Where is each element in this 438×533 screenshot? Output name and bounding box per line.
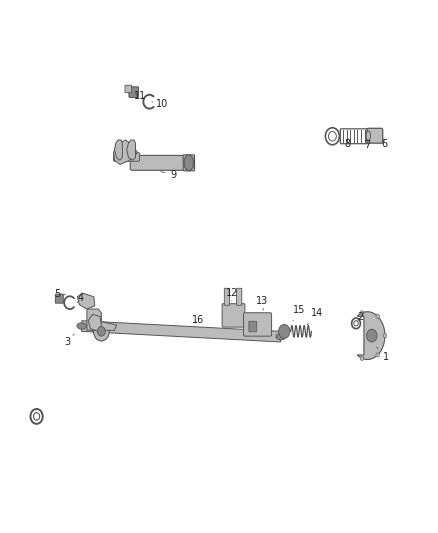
Circle shape: [97, 327, 105, 336]
Ellipse shape: [276, 334, 285, 340]
Text: 8: 8: [344, 139, 350, 149]
Text: 14: 14: [306, 308, 322, 325]
Polygon shape: [88, 314, 101, 332]
Text: 13: 13: [256, 295, 268, 310]
FancyBboxPatch shape: [125, 85, 131, 93]
FancyBboxPatch shape: [243, 313, 271, 336]
FancyBboxPatch shape: [130, 156, 190, 170]
Text: 9: 9: [161, 170, 176, 180]
Text: 7: 7: [364, 140, 370, 150]
Polygon shape: [356, 312, 384, 360]
Polygon shape: [127, 140, 135, 160]
Circle shape: [93, 322, 109, 341]
FancyBboxPatch shape: [224, 288, 229, 305]
Circle shape: [375, 314, 378, 318]
Text: 3: 3: [64, 334, 74, 347]
Ellipse shape: [77, 323, 86, 329]
Text: 11: 11: [134, 91, 146, 101]
FancyBboxPatch shape: [236, 288, 241, 305]
Text: 12: 12: [226, 288, 238, 301]
Polygon shape: [77, 293, 95, 309]
Circle shape: [278, 325, 289, 338]
Text: 2: 2: [357, 312, 363, 322]
Polygon shape: [113, 140, 137, 165]
Text: 6: 6: [381, 139, 387, 149]
FancyBboxPatch shape: [222, 304, 244, 327]
Text: 10: 10: [151, 99, 167, 109]
Text: 4: 4: [77, 293, 84, 303]
Ellipse shape: [365, 131, 370, 141]
Ellipse shape: [184, 155, 193, 171]
FancyBboxPatch shape: [366, 128, 382, 143]
FancyBboxPatch shape: [113, 153, 139, 161]
FancyBboxPatch shape: [55, 294, 63, 303]
Text: 16: 16: [192, 314, 204, 325]
Circle shape: [360, 311, 363, 315]
FancyBboxPatch shape: [183, 155, 194, 171]
FancyBboxPatch shape: [248, 321, 256, 332]
Circle shape: [375, 353, 378, 357]
Polygon shape: [114, 140, 122, 160]
Circle shape: [382, 334, 386, 338]
Polygon shape: [81, 321, 280, 342]
Circle shape: [360, 356, 363, 360]
Text: 1: 1: [376, 347, 388, 362]
Text: 5: 5: [54, 289, 65, 299]
Circle shape: [366, 329, 376, 342]
Text: 15: 15: [292, 305, 305, 321]
FancyBboxPatch shape: [129, 87, 138, 98]
Polygon shape: [87, 309, 117, 330]
